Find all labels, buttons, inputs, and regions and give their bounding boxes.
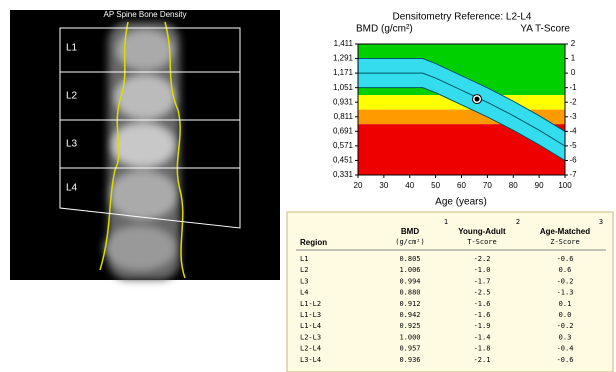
- table-cell: -1.4: [474, 333, 491, 341]
- x-tick-label: 80: [509, 181, 518, 190]
- y-tick-label: 0,811: [334, 112, 354, 121]
- y-tick-label: 0,691: [333, 126, 354, 135]
- table-cell: 0.3: [559, 333, 572, 341]
- x-axis-label: Age (years): [435, 197, 487, 208]
- row-label: L3-L4: [300, 356, 321, 364]
- y2-tick-label: 1: [571, 54, 576, 63]
- y-tick-label: 1,411: [334, 39, 354, 48]
- table-cell: -0.4: [557, 345, 574, 353]
- column-note: 3: [599, 218, 603, 226]
- image-title: AP Spine Bone Density: [103, 10, 186, 19]
- table-cell: 0.994: [399, 277, 420, 285]
- patient-point: [475, 97, 480, 102]
- region-label: L4: [66, 183, 78, 194]
- table-cell: -1.9: [474, 322, 491, 330]
- table-cell: 0.957: [399, 345, 420, 353]
- y2-axis-label: YA T-Score: [520, 24, 570, 35]
- x-tick-label: 100: [558, 181, 572, 190]
- y2-tick-label: -6: [569, 156, 577, 165]
- table-cell: -2.1: [474, 356, 491, 364]
- row-label: L1-L4: [300, 322, 321, 330]
- chart: 1,411 1,291 1,171 1,051 0,931 0,811 0,691 0,571…: [333, 39, 577, 190]
- x-tick-label: 90: [535, 181, 544, 190]
- x-tick-label: 30: [379, 181, 388, 190]
- y2-tick-label: -5: [569, 141, 577, 150]
- row-label: L1-L2: [300, 300, 321, 308]
- column-note: 2: [516, 218, 520, 226]
- table-cell: -2.2: [474, 255, 491, 263]
- table-cell: 0.925: [399, 322, 420, 330]
- y-tick-label: 1,171: [333, 68, 354, 77]
- table-cell: 0.805: [399, 255, 420, 263]
- spine-image: [104, 22, 180, 280]
- x-tick-label: 60: [457, 181, 466, 190]
- column-unit: (g/cm²): [395, 238, 425, 246]
- vertebra: [111, 123, 175, 167]
- row-label: L2: [300, 266, 308, 274]
- table-cell: 0.6: [559, 266, 572, 274]
- table-cell: -1.7: [474, 277, 491, 285]
- x-tick-label: 50: [431, 181, 440, 190]
- table-cell: 1.006: [399, 266, 420, 274]
- column-header: Age-Matched: [540, 227, 590, 236]
- row-label: L2-L4: [300, 345, 321, 353]
- region-label: L1: [66, 43, 78, 54]
- y2-tick-label: -1: [569, 83, 577, 92]
- table-cell: -1.3: [557, 289, 574, 297]
- row-label: L3: [300, 277, 308, 285]
- y2-tick-label: 2: [571, 39, 576, 48]
- page: AP Spine Bone Density L1 L2 L3 L4 Densit…: [0, 0, 616, 372]
- y-tick-label: 0,571: [333, 141, 354, 150]
- column-header: BMD: [401, 227, 419, 236]
- y2-tick-label: -3: [569, 112, 577, 121]
- table-cell: -0.6: [557, 356, 574, 364]
- table-cell: 0.912: [399, 300, 420, 308]
- chart-title: Densitometry Reference: L2-L4: [393, 12, 532, 23]
- vertebra: [104, 226, 176, 270]
- table-cell: -2.5: [474, 289, 491, 297]
- y2-tick-label: -4: [569, 126, 577, 135]
- x-tick-label: 70: [483, 181, 492, 190]
- table-cell: 0.880: [399, 289, 420, 297]
- y-tick-label: 1,051: [333, 83, 354, 92]
- report: AP Spine Bone Density L1 L2 L3 L4 Densit…: [0, 0, 616, 372]
- column-header: Region: [300, 238, 327, 247]
- y-tick-label: 1,291: [333, 54, 354, 63]
- table-cell: -0.6: [557, 255, 574, 263]
- y-tick-label: 0,931: [333, 97, 354, 106]
- x-tick-label: 40: [405, 181, 414, 190]
- table-cell: -1.0: [474, 266, 491, 274]
- region-label: L3: [66, 139, 78, 150]
- table-cell: -0.2: [557, 322, 574, 330]
- y-tick-label: 0,331: [333, 170, 354, 179]
- table-cell: 0.1: [559, 300, 572, 308]
- y2-tick-label: 0: [571, 68, 576, 77]
- table-cell: 0.942: [399, 311, 420, 319]
- y2-tick-label: -7: [569, 170, 577, 179]
- table-cell: -1.6: [474, 300, 491, 308]
- table-cell: -1.8: [474, 345, 491, 353]
- table-cell: -0.2: [557, 277, 574, 285]
- table-cell: 0.936: [399, 356, 420, 364]
- table-cell: 0.0: [559, 311, 572, 319]
- y2-tick-label: -2: [569, 97, 577, 106]
- column-note: 1: [444, 218, 448, 226]
- y-tick-label: 0,451: [333, 156, 354, 165]
- vertebra: [109, 171, 177, 219]
- row-label: L1-L3: [300, 311, 321, 319]
- table-cell: 1.000: [399, 333, 420, 341]
- column-unit: Z-Score: [550, 238, 580, 246]
- column-header: Young-Adult: [458, 227, 506, 236]
- x-tick-label: 20: [354, 181, 363, 190]
- column-unit: T-Score: [467, 238, 497, 246]
- row-label: L4: [300, 289, 308, 297]
- row-label: L2-L3: [300, 333, 321, 341]
- region-label: L2: [66, 91, 78, 102]
- row-label: L1: [300, 255, 308, 263]
- table-cell: -1.6: [474, 311, 491, 319]
- y-axis-label: BMD (g/cm²): [356, 24, 413, 35]
